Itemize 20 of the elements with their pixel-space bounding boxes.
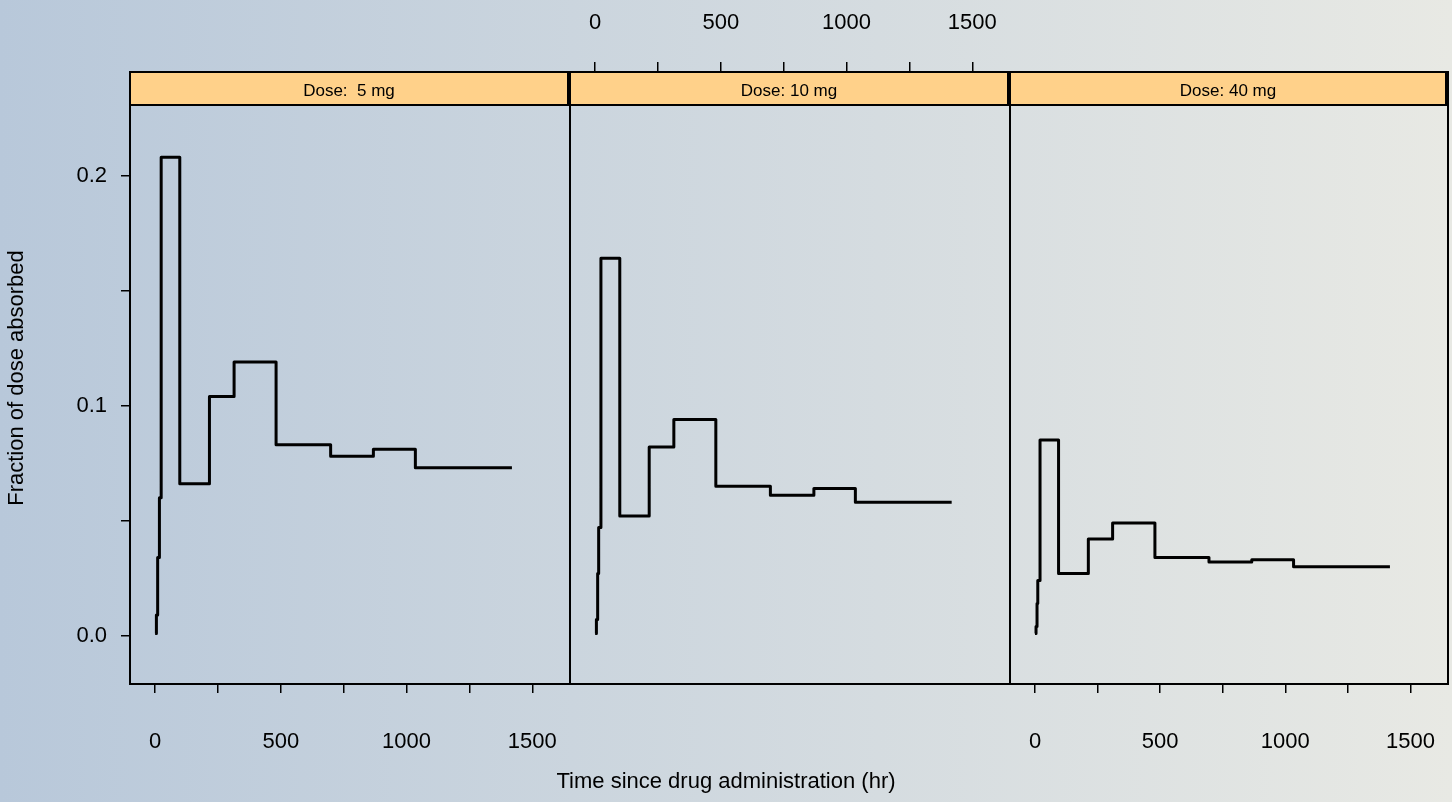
x-tick-label: 0 (1028, 728, 1042, 754)
y-tick-label: 0.2 (76, 161, 107, 187)
panel-header: Dose: 10 mg (569, 71, 1009, 106)
panel-header: Dose: 5 mg (129, 71, 569, 106)
x-tick-label: 0 (149, 728, 162, 754)
x-tick-label: 1000 (1260, 728, 1310, 754)
x-tick-label: 1000 (382, 728, 432, 754)
y-tick-label: 0.0 (76, 621, 107, 647)
x-tick-label: 500 (1141, 728, 1179, 754)
x-tick-label: 500 (702, 8, 740, 34)
x-tick-label: 0 (589, 8, 602, 34)
x-tick-label: 500 (262, 728, 300, 754)
x-axis-title: Time since drug administration (hr) (555, 768, 897, 794)
x-tick-label: 1000 (822, 8, 872, 34)
x-tick-label: 1500 (1385, 728, 1435, 754)
y-tick-label: 0.1 (76, 391, 107, 417)
panel-header: Dose: 40 mg (1009, 71, 1447, 106)
y-axis-title: Fraction of dose absorbed (3, 250, 29, 506)
x-tick-label: 1500 (947, 8, 997, 34)
x-tick-label: 1500 (507, 728, 557, 754)
